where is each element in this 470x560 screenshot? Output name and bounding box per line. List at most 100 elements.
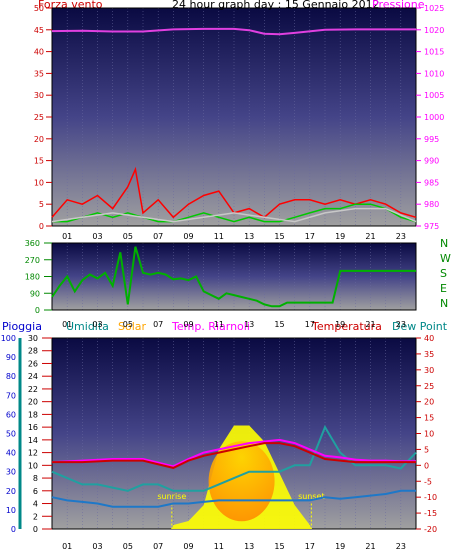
x-tick-label: 15	[274, 232, 284, 241]
humidity-y-tick: 12	[28, 449, 38, 458]
series-wind-avg	[52, 203, 417, 223]
pressure-y-tick: 1015	[424, 48, 444, 57]
x-tick-label: 01	[62, 232, 72, 241]
rain-y-tick: 30	[6, 468, 16, 477]
pressure-axis-title: Pressione	[372, 0, 425, 11]
humidity-y-tick: 18	[28, 410, 38, 419]
temp-y-tick: 40	[424, 334, 434, 343]
pressure-y-tick: 1010	[424, 69, 444, 78]
humidity-y-tick: 0	[33, 525, 38, 534]
x-tick-label: 09	[183, 232, 193, 241]
wind-y-tick: 35	[34, 69, 44, 78]
humidity-y-tick: 16	[28, 423, 38, 432]
pressure-y-tick: 1000	[424, 113, 444, 122]
wind-y-tick: 25	[34, 113, 44, 122]
humidity-y-tick: 20	[28, 398, 38, 407]
series-direction	[51, 246, 416, 308]
x-tick-label: 09	[183, 542, 193, 551]
direction-y-tick: 90	[30, 289, 40, 298]
rain-y-tick: 0	[11, 525, 16, 534]
rain-y-tick: 10	[6, 506, 16, 515]
humidity-y-tick: 22	[28, 385, 38, 394]
humidity-y-tick: 14	[28, 436, 38, 445]
graph-title: 24 hour graph day : 15 Gennaio 2012	[172, 0, 380, 11]
temp-y-tick: -20	[424, 525, 437, 534]
series-pressione	[51, 27, 416, 36]
header-dew-point: Dew Point	[392, 320, 448, 333]
x-tick-label: 15	[274, 542, 284, 551]
direction-y-tick: 270	[25, 256, 40, 265]
series-dew-point	[51, 489, 416, 508]
pressure-y-tick: 985	[424, 178, 439, 187]
series-wind-gust	[51, 166, 417, 219]
direction-y-tick: 360	[25, 239, 40, 248]
pressure-y-tick: 975	[424, 222, 439, 231]
temp-y-tick: -10	[424, 493, 437, 502]
x-tick-label: 03	[92, 232, 102, 241]
compass-label: S	[440, 267, 447, 280]
x-tick-label: 05	[123, 542, 133, 551]
x-tick-label: 09	[183, 320, 193, 329]
x-tick-label: 23	[396, 320, 406, 329]
compass-label: W	[440, 252, 451, 265]
rain-y-tick: 70	[6, 391, 16, 400]
x-tick-label: 19	[335, 542, 345, 551]
rain-y-tick: 100	[1, 334, 16, 343]
x-tick-label: 13	[244, 320, 254, 329]
x-tick-label: 21	[365, 542, 375, 551]
x-tick-label: 01	[62, 320, 72, 329]
temp-y-tick: 10	[424, 430, 434, 439]
x-tick-label: 07	[153, 542, 163, 551]
sunrise-label: sunrise	[157, 492, 186, 501]
x-tick-label: 11	[214, 320, 224, 329]
direction-y-tick: 0	[35, 306, 40, 315]
header-temperatura: Temperatura	[311, 320, 382, 333]
humidity-y-tick: 26	[28, 359, 38, 368]
x-tick-label: 03	[92, 320, 102, 329]
temp-y-tick: -5	[424, 477, 432, 486]
series-umidita	[51, 424, 417, 492]
wind-y-tick: 30	[34, 91, 44, 100]
header-temp-riarnoli: Temp. Riarnoli	[171, 320, 250, 333]
wind-y-tick: 5	[39, 200, 44, 209]
x-tick-label: 01	[62, 542, 72, 551]
x-tick-label: 07	[153, 232, 163, 241]
rain-y-tick: 40	[6, 449, 16, 458]
pressure-y-tick: 995	[424, 135, 439, 144]
x-tick-label: 23	[396, 232, 406, 241]
wind-y-tick: 10	[34, 178, 44, 187]
rain-y-tick: 50	[6, 430, 16, 439]
pressure-y-tick: 1020	[424, 26, 444, 35]
x-tick-label: 17	[305, 542, 315, 551]
pressure-y-tick: 1025	[424, 4, 444, 13]
x-tick-label: 07	[153, 320, 163, 329]
wind-y-tick: 50	[34, 4, 44, 13]
humidity-y-tick: 30	[28, 334, 38, 343]
temp-y-tick: 0	[424, 461, 429, 470]
x-tick-label: 21	[365, 320, 375, 329]
temp-y-tick: 35	[424, 350, 434, 359]
x-tick-label: 19	[335, 320, 345, 329]
header-umidita: Umidita	[66, 320, 109, 333]
header-solar: Solar	[118, 320, 147, 333]
x-tick-label: 15	[274, 320, 284, 329]
x-tick-label: 13	[244, 232, 254, 241]
wind-y-tick: 20	[34, 135, 44, 144]
wind-y-tick: 45	[34, 26, 44, 35]
wind-plot-area	[52, 8, 416, 226]
compass-label: E	[440, 282, 447, 295]
temp-y-tick: 30	[424, 366, 434, 375]
x-tick-label: 11	[214, 232, 224, 241]
x-tick-label: 11	[214, 542, 224, 551]
humidity-y-tick: 8	[33, 474, 38, 483]
pressure-y-tick: 990	[424, 157, 439, 166]
compass-label: N	[440, 237, 448, 250]
x-tick-label: 17	[305, 232, 315, 241]
x-tick-label: 05	[123, 320, 133, 329]
pressure-y-tick: 980	[424, 200, 439, 209]
rain-y-tick: 90	[6, 353, 16, 362]
x-tick-label: 23	[396, 542, 406, 551]
humidity-y-tick: 4	[33, 500, 38, 509]
